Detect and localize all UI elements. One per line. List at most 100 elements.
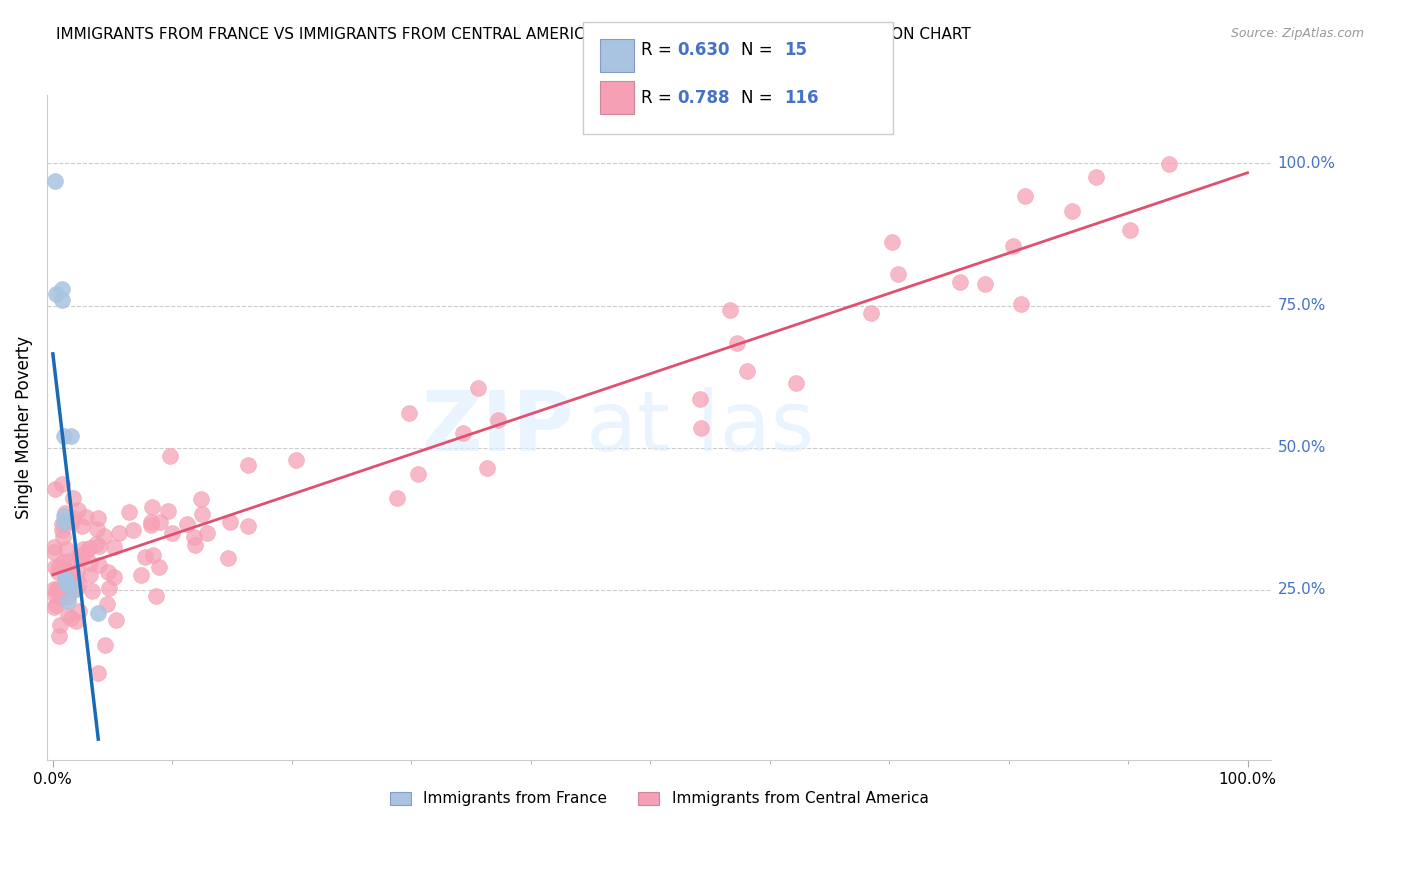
Point: [45, 582, 67, 596]
Point: [67, 576, 90, 591]
Point: [1010, 297, 1032, 311]
Text: 0.788: 0.788: [678, 88, 730, 106]
Point: [1014, 188, 1036, 202]
Point: [974, 277, 997, 291]
Point: [55, 575, 77, 590]
Point: [735, 364, 758, 378]
Point: [59, 429, 82, 443]
Point: [44, 173, 66, 187]
Point: [79, 557, 101, 571]
Point: [60, 516, 83, 530]
Point: [139, 517, 162, 532]
Point: [149, 515, 172, 529]
Point: [51, 281, 73, 295]
Point: [467, 381, 489, 395]
Point: [62, 491, 84, 506]
Point: [55, 542, 77, 557]
Point: [1119, 223, 1142, 237]
Point: [48, 559, 70, 574]
Point: [118, 505, 141, 519]
Point: [42, 582, 65, 596]
Point: [49, 617, 72, 632]
Point: [87, 666, 110, 681]
Text: 0.630: 0.630: [678, 41, 730, 59]
Point: [58, 554, 80, 568]
Text: N =: N =: [741, 88, 778, 106]
Point: [718, 303, 741, 318]
Point: [80, 584, 103, 599]
Text: 116: 116: [785, 88, 820, 106]
Text: ZIP: ZIP: [420, 387, 574, 468]
Point: [60, 564, 83, 578]
Point: [190, 491, 212, 506]
Point: [69, 549, 91, 564]
Point: [44, 482, 66, 496]
Point: [42, 600, 65, 615]
Point: [52, 515, 75, 529]
Point: [949, 275, 972, 289]
Point: [52, 429, 75, 443]
Point: [87, 558, 110, 572]
Point: [195, 526, 218, 541]
Point: [63, 582, 86, 597]
Point: [44, 559, 66, 574]
Point: [285, 453, 308, 467]
Point: [451, 426, 474, 441]
Point: [51, 523, 73, 537]
Point: [67, 604, 90, 618]
Point: [56, 577, 79, 591]
Point: [51, 477, 73, 491]
Point: [1060, 203, 1083, 218]
Point: [56, 590, 79, 604]
Point: [148, 560, 170, 574]
Point: [89, 539, 111, 553]
Text: Source: ZipAtlas.com: Source: ZipAtlas.com: [1230, 27, 1364, 40]
Point: [53, 561, 76, 575]
Text: R =: R =: [641, 41, 678, 59]
Point: [236, 458, 259, 473]
Point: [66, 565, 89, 579]
Point: [1085, 169, 1108, 184]
Point: [134, 549, 156, 564]
Point: [53, 506, 76, 520]
Text: 75.0%: 75.0%: [1278, 298, 1326, 313]
Point: [725, 336, 748, 351]
Point: [191, 508, 214, 522]
Point: [51, 293, 73, 307]
Text: 15: 15: [785, 41, 807, 59]
Point: [45, 287, 67, 301]
Text: 100.0%: 100.0%: [1278, 156, 1336, 171]
Point: [75, 545, 97, 559]
Point: [58, 577, 80, 591]
Text: R =: R =: [641, 88, 678, 106]
Point: [59, 610, 82, 624]
Point: [103, 541, 125, 555]
Point: [53, 572, 76, 586]
Point: [86, 522, 108, 536]
Y-axis label: Single Mother Poverty: Single Mother Poverty: [15, 336, 32, 519]
Point: [52, 530, 75, 544]
Point: [475, 460, 498, 475]
Point: [176, 516, 198, 531]
Point: [62, 511, 84, 525]
Point: [122, 523, 145, 537]
Point: [66, 549, 89, 563]
Point: [860, 306, 883, 320]
Point: [157, 504, 180, 518]
Legend: Immigrants from France, Immigrants from Central America: Immigrants from France, Immigrants from …: [384, 785, 935, 813]
Point: [42, 545, 65, 559]
Point: [141, 500, 163, 515]
Point: [141, 516, 163, 530]
Point: [236, 519, 259, 533]
Point: [129, 567, 152, 582]
Text: N =: N =: [741, 41, 778, 59]
Point: [142, 548, 165, 562]
Point: [87, 606, 110, 620]
Point: [72, 519, 94, 533]
Point: [159, 449, 181, 463]
Point: [219, 516, 242, 530]
Point: [486, 413, 509, 427]
Point: [107, 526, 129, 541]
Point: [51, 517, 73, 532]
Point: [162, 526, 184, 541]
